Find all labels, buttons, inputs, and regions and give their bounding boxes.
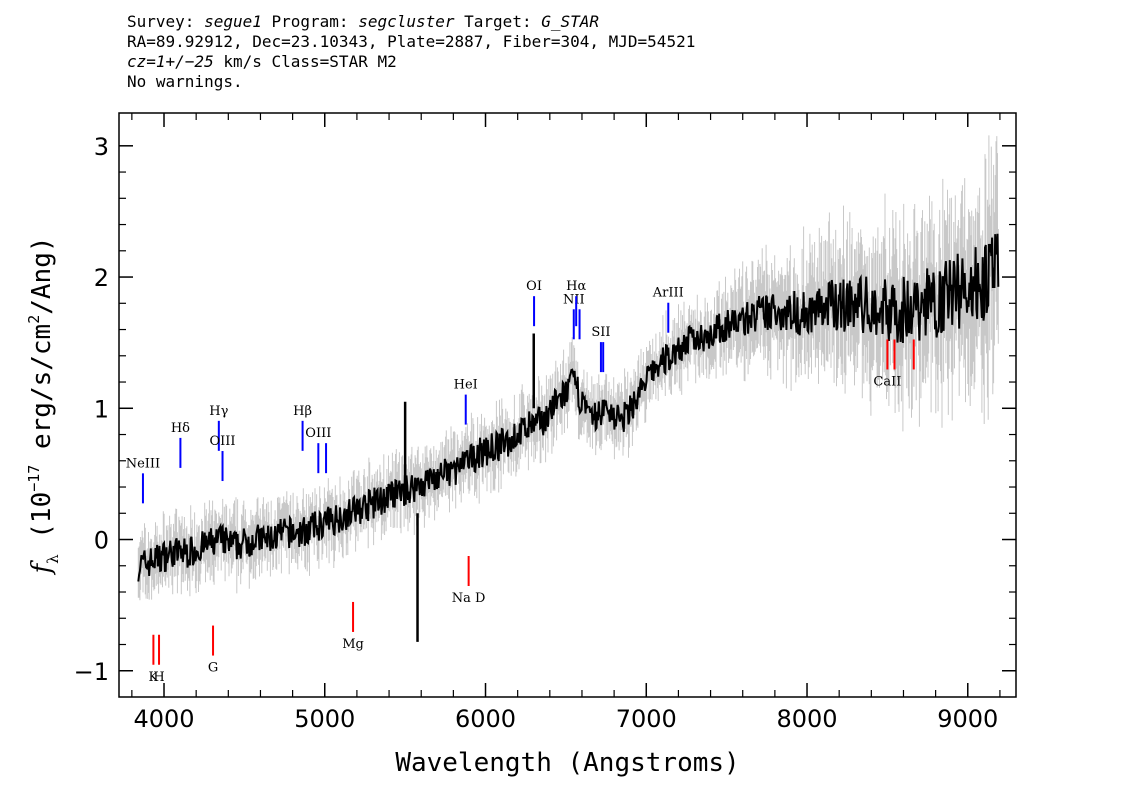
flux-line bbox=[137, 233, 1000, 582]
header-line-redshift: cz=1+/−25 km/s Class=STAR M2 bbox=[127, 52, 397, 71]
emission-line-label: OIII bbox=[209, 434, 235, 449]
emission-line-label: HeI bbox=[454, 378, 478, 393]
x-tick-label: 5000 bbox=[294, 705, 355, 733]
emission-line-label: ArIII bbox=[652, 286, 684, 301]
emission-line-label: Hγ bbox=[209, 404, 228, 419]
y-tick-label: 0 bbox=[94, 527, 109, 555]
x-tick-label: 6000 bbox=[455, 705, 516, 733]
survey-name: segue1 bbox=[204, 12, 262, 31]
spectrum-header: Survey: segue1 Program: segcluster Targe… bbox=[127, 12, 695, 92]
axis-ticks: 4000 5000 6000 7000 8000 9000 −1 0 1 2 3 bbox=[74, 113, 1016, 733]
absorption-line-label: CaII bbox=[873, 374, 901, 389]
plot-frame bbox=[118, 112, 1017, 698]
emission-line-label: OIII bbox=[305, 426, 331, 441]
target-name: G_STAR bbox=[541, 12, 600, 31]
absorption-line-label: Mg bbox=[342, 637, 364, 652]
absorption-line-label: Na D bbox=[452, 591, 486, 606]
y-tick-label: 1 bbox=[94, 395, 109, 423]
x-tick-label: 8000 bbox=[776, 705, 837, 733]
emission-line-label: SII bbox=[591, 325, 610, 340]
x-tick-label: 7000 bbox=[616, 705, 677, 733]
redshift-value: cz=1+/−25 bbox=[127, 52, 214, 71]
program-name: segcluster bbox=[358, 12, 455, 31]
header-line-survey: Survey: segue1 Program: segcluster Targe… bbox=[127, 12, 600, 31]
emission-line-label: Hδ bbox=[171, 421, 190, 436]
absorption-line-label: K bbox=[149, 670, 159, 685]
emission-line-label: Hα bbox=[566, 279, 586, 294]
x-axis-label: Wavelength (Angstroms) bbox=[395, 748, 739, 778]
header-line-coordinates: RA=89.92912, Dec=23.10343, Plate=2887, F… bbox=[127, 32, 696, 51]
y-tick-label: 2 bbox=[94, 264, 109, 292]
y-tick-label: −1 bbox=[74, 658, 109, 686]
emission-line-label: NII bbox=[563, 292, 585, 307]
header-line-warnings: No warnings. bbox=[127, 72, 243, 91]
x-tick-label: 4000 bbox=[133, 705, 194, 733]
absorption-line-label: G bbox=[208, 661, 218, 676]
y-tick-label: 3 bbox=[94, 133, 109, 161]
y-axis-label: fλ (10−17 erg/s/cm2/Ang) bbox=[25, 236, 62, 575]
emission-line-label: NeIII bbox=[126, 456, 160, 471]
emission-line-label: OI bbox=[526, 279, 542, 294]
emission-line-label: Hβ bbox=[293, 404, 312, 419]
absorption-line-label: H bbox=[153, 670, 164, 685]
flux-series bbox=[137, 233, 1000, 642]
x-tick-label: 9000 bbox=[937, 705, 998, 733]
